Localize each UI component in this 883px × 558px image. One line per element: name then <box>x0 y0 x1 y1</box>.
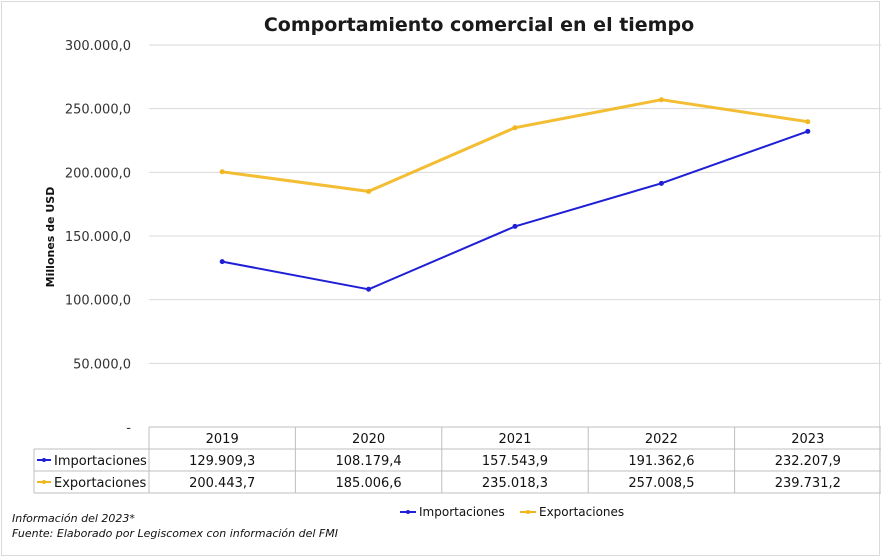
data-point <box>366 286 372 292</box>
data-point <box>366 188 372 194</box>
x-category-label: 2021 <box>498 432 531 447</box>
table-value-cell: 257.008,5 <box>628 476 694 491</box>
data-point <box>805 128 811 134</box>
source-note: Fuente: Elaborado por Legiscomex con inf… <box>12 527 338 540</box>
data-table: 2019 2020 2021 2022 2023 Importaciones 129.909… <box>33 426 881 494</box>
y-tick-labels: - 50.000,0 100.000,0 150.000,0 200.000,0 250.… <box>65 39 131 436</box>
y-axis-label: Millones de USD <box>44 187 57 288</box>
data-point <box>658 180 664 186</box>
y-tick-label: 50.000,0 <box>73 357 131 372</box>
x-category-label: 2023 <box>791 432 824 447</box>
legend-label: Importaciones <box>419 505 505 519</box>
x-category-label: 2020 <box>352 432 385 447</box>
legend-marker <box>526 510 530 514</box>
y-tick-label: 300.000,0 <box>65 39 131 54</box>
table-value-cell: 235.018,3 <box>482 476 548 491</box>
legend-label: Exportaciones <box>539 505 624 519</box>
data-point <box>512 125 518 131</box>
table-value-cell: 191.362,6 <box>628 454 694 469</box>
y-tick-label: 250.000,0 <box>65 103 131 118</box>
table-value-cell: 129.909,3 <box>189 454 255 469</box>
y-tick-label: 150.000,0 <box>65 230 131 245</box>
y-tick-label: 200.000,0 <box>65 166 131 181</box>
x-category-label: 2022 <box>645 432 678 447</box>
table-value-cell: 185.006,6 <box>336 476 402 491</box>
chart-title: Comportamiento comercial en el tiempo <box>264 14 694 36</box>
series-line-exportaciones <box>222 98 809 193</box>
table-value-cell: 200.443,7 <box>189 476 255 491</box>
legend: Importaciones Exportaciones <box>400 505 624 519</box>
table-value-cell: 232.207,9 <box>775 454 841 469</box>
x-category-label: 2019 <box>206 432 239 447</box>
y-tick-label: - <box>126 421 131 436</box>
series-line-importaciones <box>222 130 809 291</box>
data-point <box>805 119 811 125</box>
table-legend-marker <box>42 458 46 462</box>
table-legend-marker <box>42 480 46 484</box>
legend-marker <box>406 510 410 514</box>
y-tick-label: 100.000,0 <box>65 294 131 309</box>
table-series-name: Importaciones <box>54 454 147 469</box>
gridlines <box>149 44 881 364</box>
data-point <box>512 223 518 229</box>
table-value-cell: 108.179,4 <box>336 454 402 469</box>
series-lines <box>219 97 811 292</box>
data-point <box>658 97 664 103</box>
data-point <box>219 169 225 175</box>
table-series-name: Exportaciones <box>54 476 146 491</box>
data-point <box>219 259 225 265</box>
table-value-cell: 239.731,2 <box>775 476 841 491</box>
info-note: Información del 2023* <box>12 512 135 525</box>
table-value-cell: 157.543,9 <box>482 454 548 469</box>
